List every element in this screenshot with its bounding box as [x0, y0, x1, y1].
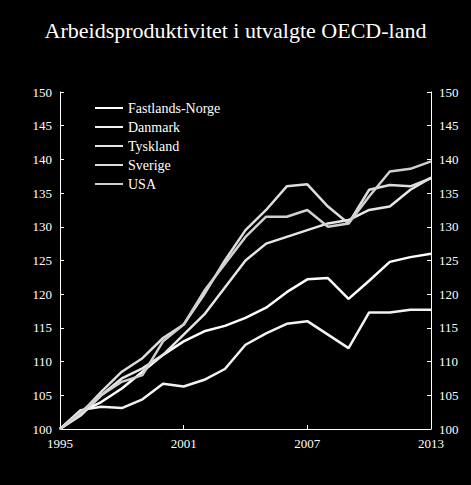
svg-text:Sverige: Sverige	[128, 158, 171, 173]
svg-text:2013: 2013	[418, 436, 444, 451]
svg-text:100: 100	[33, 422, 53, 437]
svg-text:125: 125	[33, 253, 53, 268]
svg-text:105: 105	[33, 388, 53, 403]
svg-text:120: 120	[439, 287, 459, 302]
svg-text:140: 140	[439, 152, 459, 167]
svg-text:140: 140	[33, 152, 53, 167]
svg-text:Fastlands-Norge: Fastlands-Norge	[128, 101, 220, 116]
svg-text:2007: 2007	[294, 436, 321, 451]
svg-text:115: 115	[439, 320, 458, 335]
svg-text:2001: 2001	[171, 436, 197, 451]
svg-text:120: 120	[33, 287, 53, 302]
svg-text:Arbeidsproduktivitet i utvalgt: Arbeidsproduktivitet i utvalgte OECD-lan…	[45, 18, 427, 43]
svg-text:125: 125	[439, 253, 459, 268]
svg-text:Tyskland: Tyskland	[128, 139, 179, 154]
svg-text:135: 135	[33, 186, 53, 201]
svg-text:145: 145	[439, 118, 459, 133]
svg-text:150: 150	[439, 85, 459, 100]
svg-text:145: 145	[33, 118, 53, 133]
svg-text:105: 105	[439, 388, 459, 403]
svg-text:110: 110	[439, 354, 458, 369]
svg-text:110: 110	[33, 354, 52, 369]
svg-text:150: 150	[33, 85, 53, 100]
svg-text:100: 100	[439, 422, 459, 437]
svg-text:135: 135	[439, 186, 459, 201]
svg-text:USA: USA	[128, 177, 157, 192]
svg-text:130: 130	[33, 219, 53, 234]
svg-text:Danmark: Danmark	[128, 120, 180, 135]
svg-text:130: 130	[439, 219, 459, 234]
svg-text:115: 115	[33, 320, 52, 335]
svg-text:1995: 1995	[47, 436, 73, 451]
